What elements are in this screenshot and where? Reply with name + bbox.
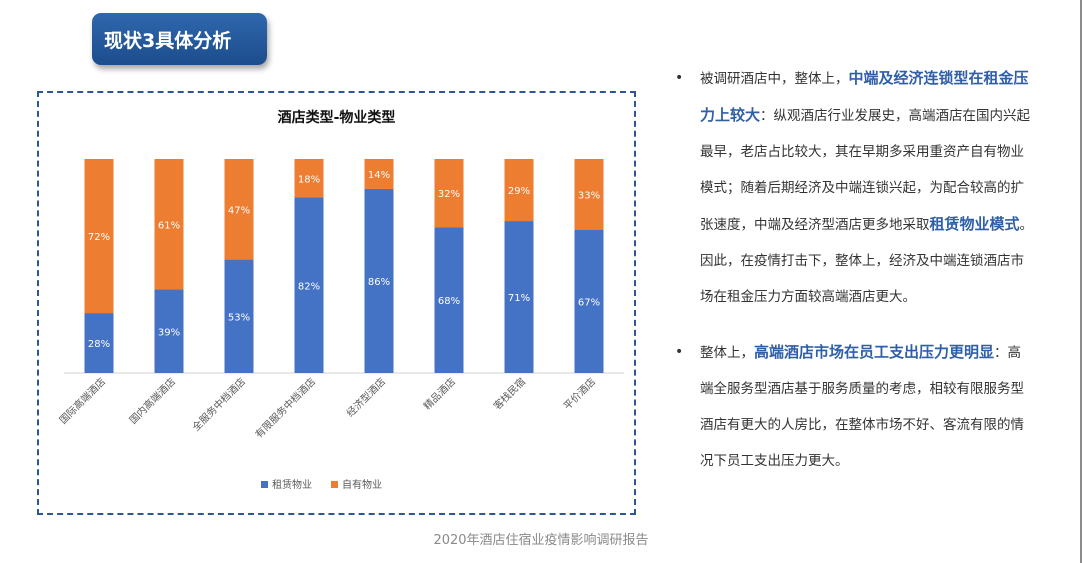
data-label: 71%	[508, 293, 530, 304]
body-text: 。因此，在疫情打击下，整体上，经济及中端连锁酒店市场在租金压力方面较高端酒店更大…	[700, 217, 1034, 305]
category-label: 全服务中档酒店	[189, 375, 248, 434]
chart-title: 酒店类型-物业类型	[277, 110, 396, 126]
data-label: 39%	[158, 327, 180, 338]
body-text: ：纵观酒店行业发展史，高端酒店在国内兴起最早，老店占比较大，其在早期多采用重资产…	[700, 108, 1031, 233]
bar-leased	[364, 188, 394, 373]
data-label: 32%	[438, 189, 460, 200]
data-label: 86%	[368, 277, 390, 288]
category-label: 精品酒店	[421, 375, 458, 412]
footer-text: 2020年酒店住宿业疫情影响调研报告	[433, 533, 649, 548]
data-label: 33%	[578, 190, 600, 201]
data-label: 14%	[368, 170, 390, 181]
data-label: 61%	[158, 220, 180, 231]
stacked-bar-chart: 28% 72% 国际高端酒店 39% 61% 国内高端酒店 53% 47% 全服务中档酒店 82%…	[57, 159, 624, 491]
legend-label: 自有物业	[342, 478, 382, 491]
data-label: 53%	[228, 312, 250, 323]
bar-owned	[574, 159, 604, 230]
bar-owned	[294, 159, 324, 198]
body-text: 被调研酒店中，整体上，	[700, 71, 849, 87]
bar-leased	[294, 197, 324, 373]
category-label: 经济型酒店	[344, 375, 389, 420]
legend-swatch	[331, 481, 338, 488]
legend-swatch	[261, 481, 268, 488]
highlight-text: 高端酒店市场在员工支出压力更明显	[754, 343, 995, 361]
bar-leased	[504, 221, 534, 373]
legend-label: 租赁物业	[272, 478, 312, 491]
category-label: 平价酒店	[561, 375, 598, 412]
body-text: 整体上，	[700, 345, 754, 361]
category-label: 国际高端酒店	[57, 375, 109, 427]
slide-title-box: 现状3具体分析	[92, 13, 267, 65]
category-label: 国内高端酒店	[127, 375, 179, 427]
data-label: 68%	[438, 296, 460, 307]
analysis-panel: 被调研酒店中，整体上，中端及经济连锁型在租金压力上较大：纵观酒店行业发展史，高端…	[672, 60, 1034, 479]
data-label: 28%	[88, 339, 110, 350]
analysis-point: 被调研酒店中，整体上，中端及经济连锁型在租金压力上较大：纵观酒店行业发展史，高端…	[672, 60, 1034, 315]
bar-leased	[574, 229, 604, 373]
bar-leased	[84, 313, 114, 373]
bar-owned	[154, 159, 184, 290]
category-label: 有限服务中档酒店	[252, 375, 318, 441]
body-text: ：高端全服务型酒店基于服务质量的考虑，相较有限服务型酒店有更大的人房比，在整体市…	[700, 345, 1024, 469]
data-label: 18%	[298, 174, 320, 185]
analysis-point: 整体上，高端酒店市场在员工支出压力更明显：高端全服务型酒店基于服务质量的考虑，相…	[672, 334, 1034, 479]
bar-owned	[364, 159, 394, 189]
bar-owned	[504, 159, 534, 222]
bar-leased	[154, 289, 184, 373]
data-label: 72%	[88, 232, 110, 243]
category-label: 客栈民宿	[491, 375, 528, 412]
page-edge-line	[1080, 0, 1082, 563]
highlight-text: 中端及经济连锁型在租金压力上较大	[700, 69, 1029, 124]
bar-owned	[434, 159, 464, 228]
data-label: 29%	[508, 186, 530, 197]
slide-title: 现状3具体分析	[104, 29, 232, 52]
data-label: 67%	[578, 297, 600, 308]
chart-frame: 酒店类型-物业类型 28% 72% 国际高端酒店 39% 61% 国内高端酒店 53% 47%…	[37, 91, 636, 515]
highlight-text: 租赁物业模式	[929, 215, 1020, 233]
bar-owned	[224, 159, 254, 260]
bar-leased	[434, 227, 464, 373]
data-label: 47%	[228, 205, 250, 216]
bar-owned	[84, 159, 114, 314]
bar-leased	[224, 259, 254, 373]
data-label: 82%	[298, 281, 320, 292]
